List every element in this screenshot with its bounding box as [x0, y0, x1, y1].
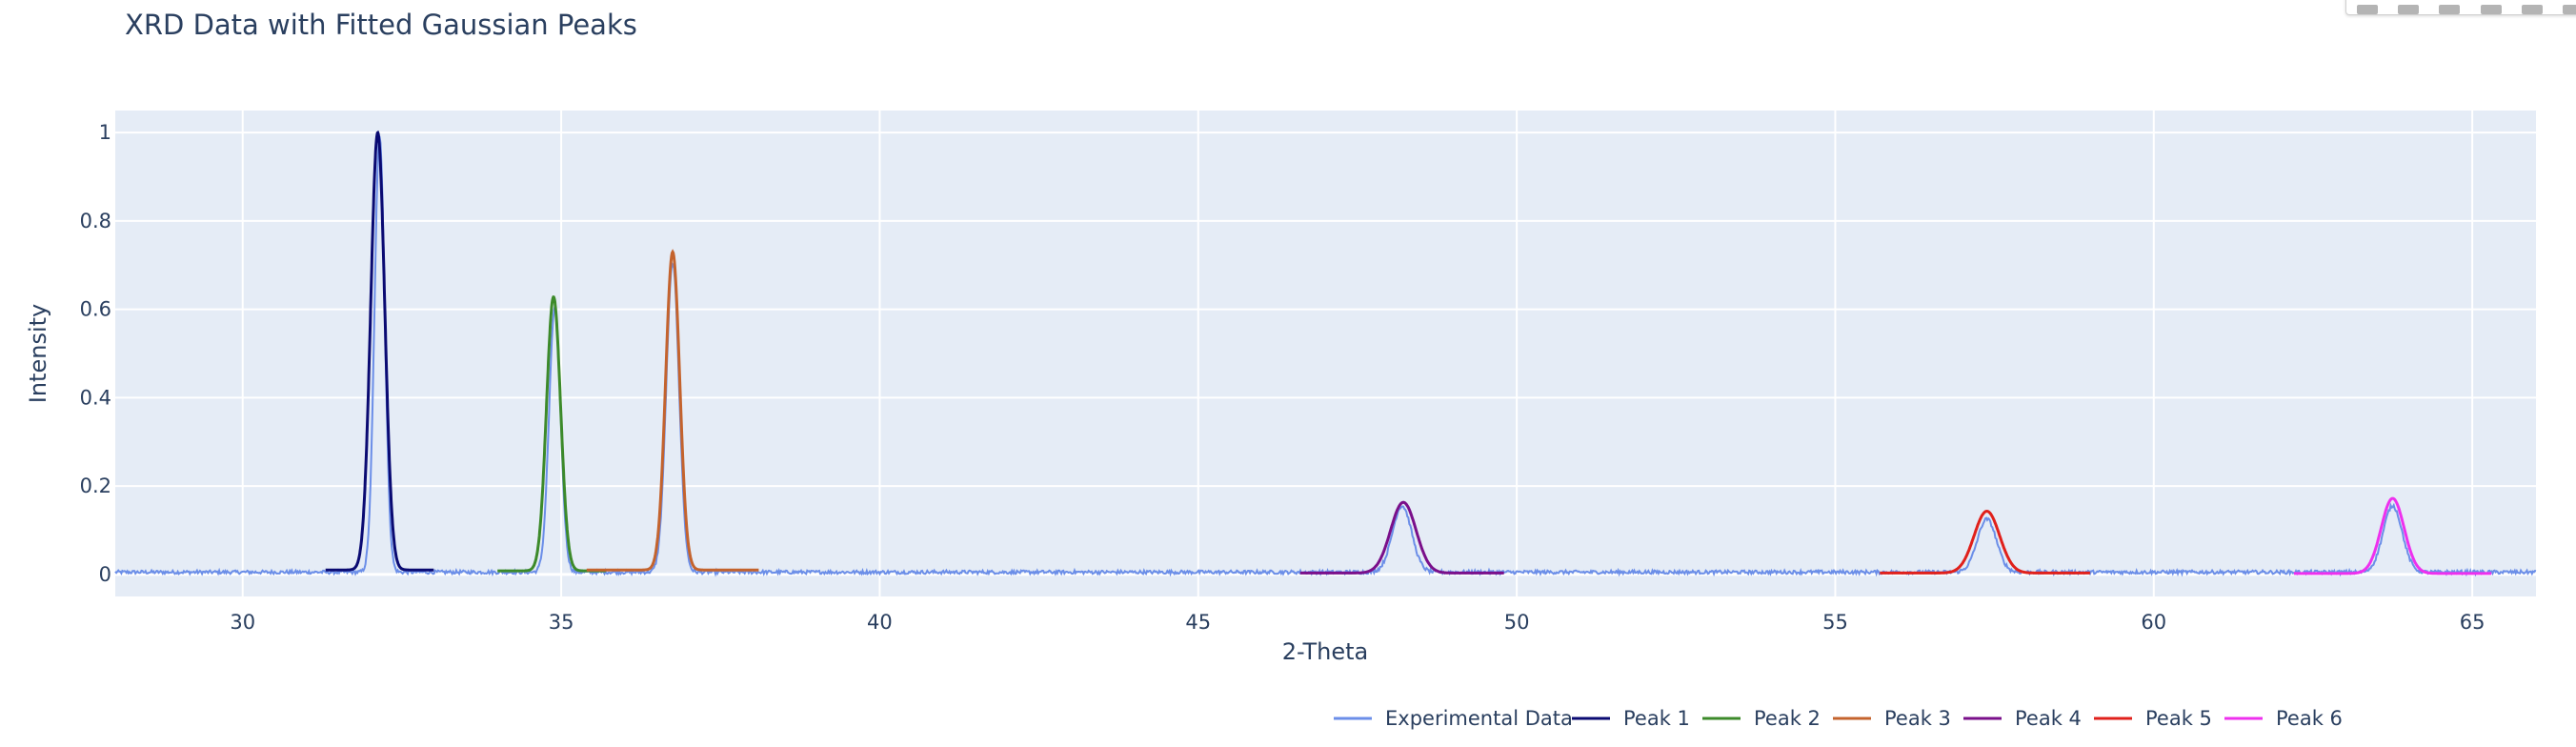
legend-label: Peak 4: [2015, 707, 2082, 730]
reset-axes-icon[interactable]: [2563, 5, 2576, 14]
y-tick-label: 0.6: [80, 298, 111, 321]
box-select-icon[interactable]: [2439, 5, 2461, 14]
x-tick-label: 65: [2460, 611, 2485, 634]
x-tick-labels: 30 35 40 45 50 55 60 65: [230, 611, 2485, 634]
y-axis-title: Intensity: [25, 304, 51, 403]
legend-item[interactable]: Peak 3: [1833, 707, 1951, 730]
x-tick-label: 35: [549, 611, 574, 634]
x-tick-label: 50: [1504, 611, 1530, 634]
pan-icon[interactable]: [2397, 5, 2419, 14]
series-peak-3[interactable]: [586, 249, 759, 572]
y-tick-label: 0.8: [80, 210, 111, 232]
y-tick-label: 1: [99, 121, 111, 144]
y-tick-label: 0.2: [80, 474, 111, 497]
series-peak-6[interactable]: [2293, 496, 2492, 575]
zoom-icon[interactable]: [2356, 5, 2378, 14]
legend-label: Peak 1: [1623, 707, 1690, 730]
legend-item[interactable]: Peak 5: [2094, 707, 2212, 730]
x-tick-label: 30: [230, 611, 255, 634]
legend-item[interactable]: Experimental Data: [1334, 707, 1573, 730]
plot-area[interactable]: [115, 111, 2536, 596]
legend-label: Peak 6: [2276, 707, 2343, 730]
x-tick-label: 45: [1185, 611, 1211, 634]
x-tick-label: 40: [867, 611, 893, 634]
legend-item[interactable]: Peak 1: [1572, 707, 1690, 730]
legend-item[interactable]: Peak 2: [1702, 707, 1821, 730]
legend: Experimental Data Peak 1 Peak 2 Peak 3 Peak …: [1334, 707, 2343, 730]
series-peak-4[interactable]: [1299, 500, 1504, 575]
y-tick-label: 0.4: [80, 386, 111, 409]
legend-item[interactable]: Peak 6: [2224, 707, 2343, 730]
series-layer: [114, 130, 2537, 577]
zoom-in-icon[interactable]: [2480, 5, 2502, 14]
legend-label: Peak 3: [1884, 707, 1951, 730]
x-tick-label: 55: [1822, 611, 1848, 634]
series-peak-1[interactable]: [325, 130, 434, 572]
legend-label: Experimental Data: [1385, 707, 1573, 730]
modebar-toolbar: [2345, 0, 2576, 15]
legend-item[interactable]: Peak 4: [1963, 707, 2082, 730]
x-tick-label: 60: [2141, 611, 2166, 634]
series-peak-5[interactable]: [1880, 509, 2090, 575]
x-axis-title: 2-Theta: [1282, 638, 1368, 665]
legend-label: Peak 2: [1754, 707, 1821, 730]
y-tick-labels: 0 0.2 0.4 0.6 0.8 1: [80, 121, 111, 586]
legend-label: Peak 5: [2145, 707, 2212, 730]
y-tick-label: 0: [99, 563, 111, 586]
chart-title: XRD Data with Fitted Gaussian Peaks: [125, 9, 637, 41]
autoscale-icon[interactable]: [2521, 5, 2543, 14]
